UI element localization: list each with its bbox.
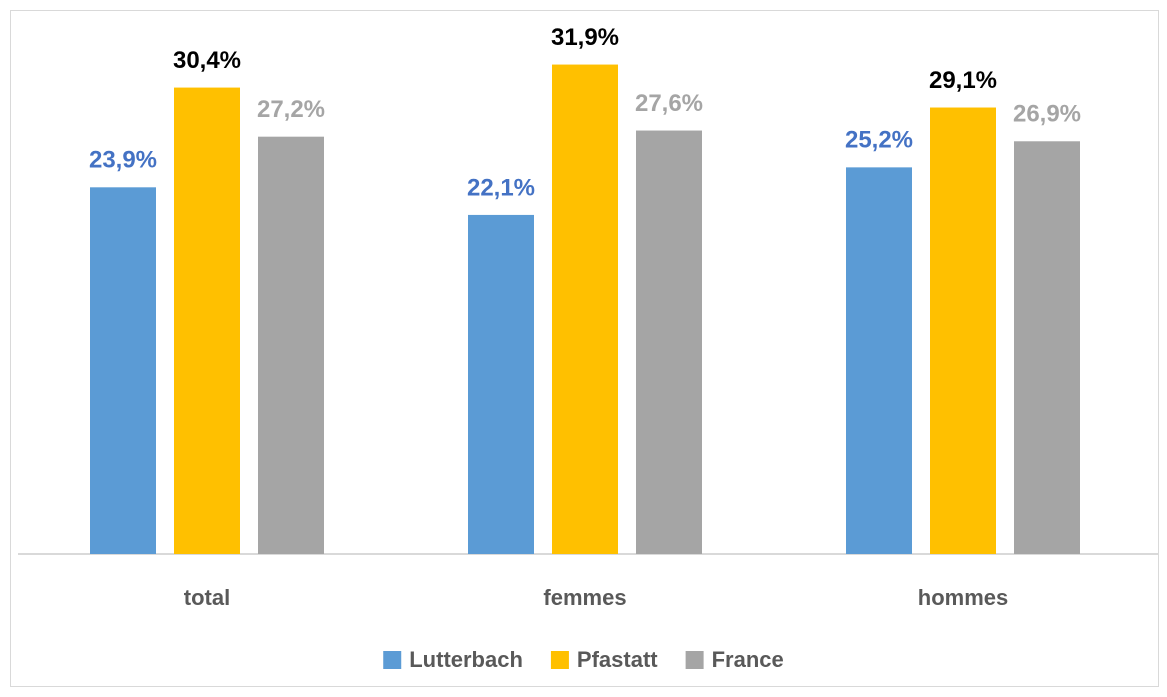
data-label: 22,1% xyxy=(467,174,535,201)
bar xyxy=(552,64,618,554)
bar xyxy=(258,136,324,554)
legend-label: Pfastatt xyxy=(577,647,658,672)
bar xyxy=(1014,141,1080,554)
bar xyxy=(468,214,534,554)
legend-label: France xyxy=(712,647,784,672)
legend-swatch xyxy=(685,651,704,669)
data-label: 23,9% xyxy=(89,147,157,174)
legend-swatch xyxy=(550,651,569,669)
data-label: 27,6% xyxy=(635,90,703,117)
data-label: 29,1% xyxy=(929,67,997,94)
legend-label: Lutterbach xyxy=(409,647,523,672)
bar xyxy=(636,130,702,554)
bar xyxy=(90,187,156,554)
legend-swatch xyxy=(383,651,402,669)
data-label: 30,4% xyxy=(173,47,241,74)
data-label: 31,9% xyxy=(551,24,619,51)
bar xyxy=(930,107,996,554)
data-label: 26,9% xyxy=(1013,101,1081,128)
bar xyxy=(174,87,240,554)
x-tick-label: femmes xyxy=(543,585,626,610)
x-tick-label: total xyxy=(184,585,230,610)
data-label: 25,2% xyxy=(845,127,913,154)
data-label: 27,2% xyxy=(257,96,325,123)
x-tick-label: hommes xyxy=(918,585,1008,610)
bar xyxy=(846,167,912,555)
